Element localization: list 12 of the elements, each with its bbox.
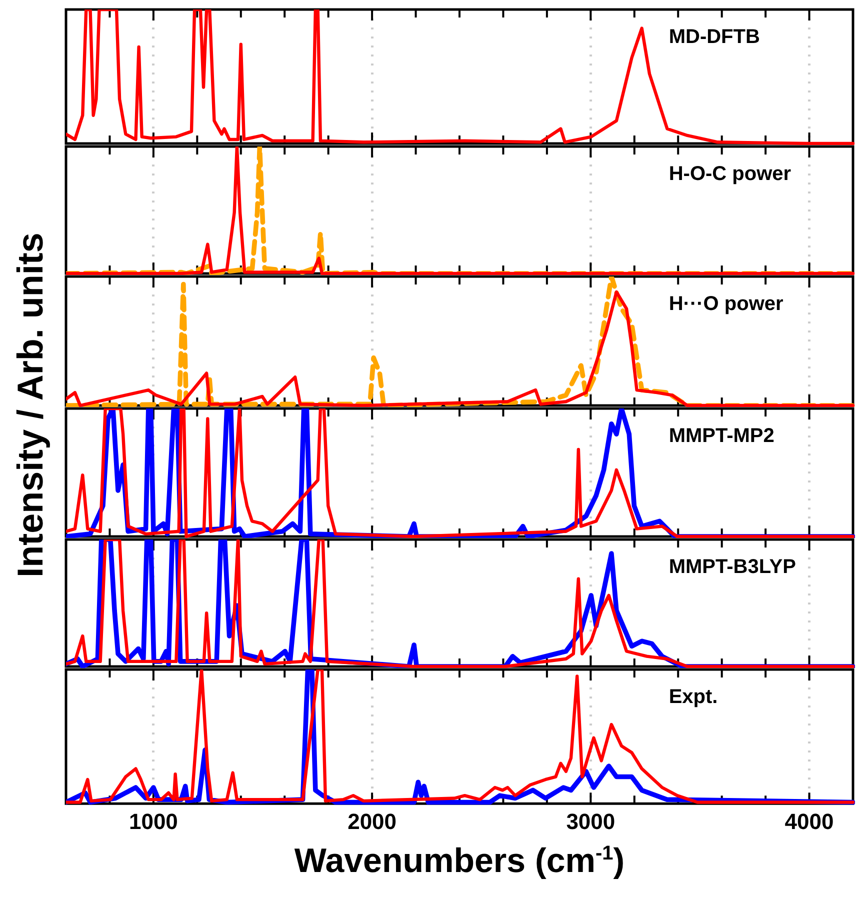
x-tick-label: 2000 xyxy=(348,808,397,834)
text: MMPT-B3LYP xyxy=(668,556,796,578)
x-axis-title: Wavenumbers (cm$^{-1}$) xyxy=(294,842,625,881)
text: MMPT-MP2 xyxy=(668,425,774,448)
text: MD-DFTB xyxy=(668,26,760,48)
text: Expt. xyxy=(668,686,718,708)
x-tick-label: 4000 xyxy=(784,808,834,834)
y-axis-title: Intensity / Arb. units xyxy=(8,232,51,578)
x-tick-label: 3000 xyxy=(566,808,616,834)
text: H-O-C power xyxy=(668,163,792,186)
x-tick-label: 1000 xyxy=(128,808,178,834)
text: H···O power xyxy=(668,293,784,316)
